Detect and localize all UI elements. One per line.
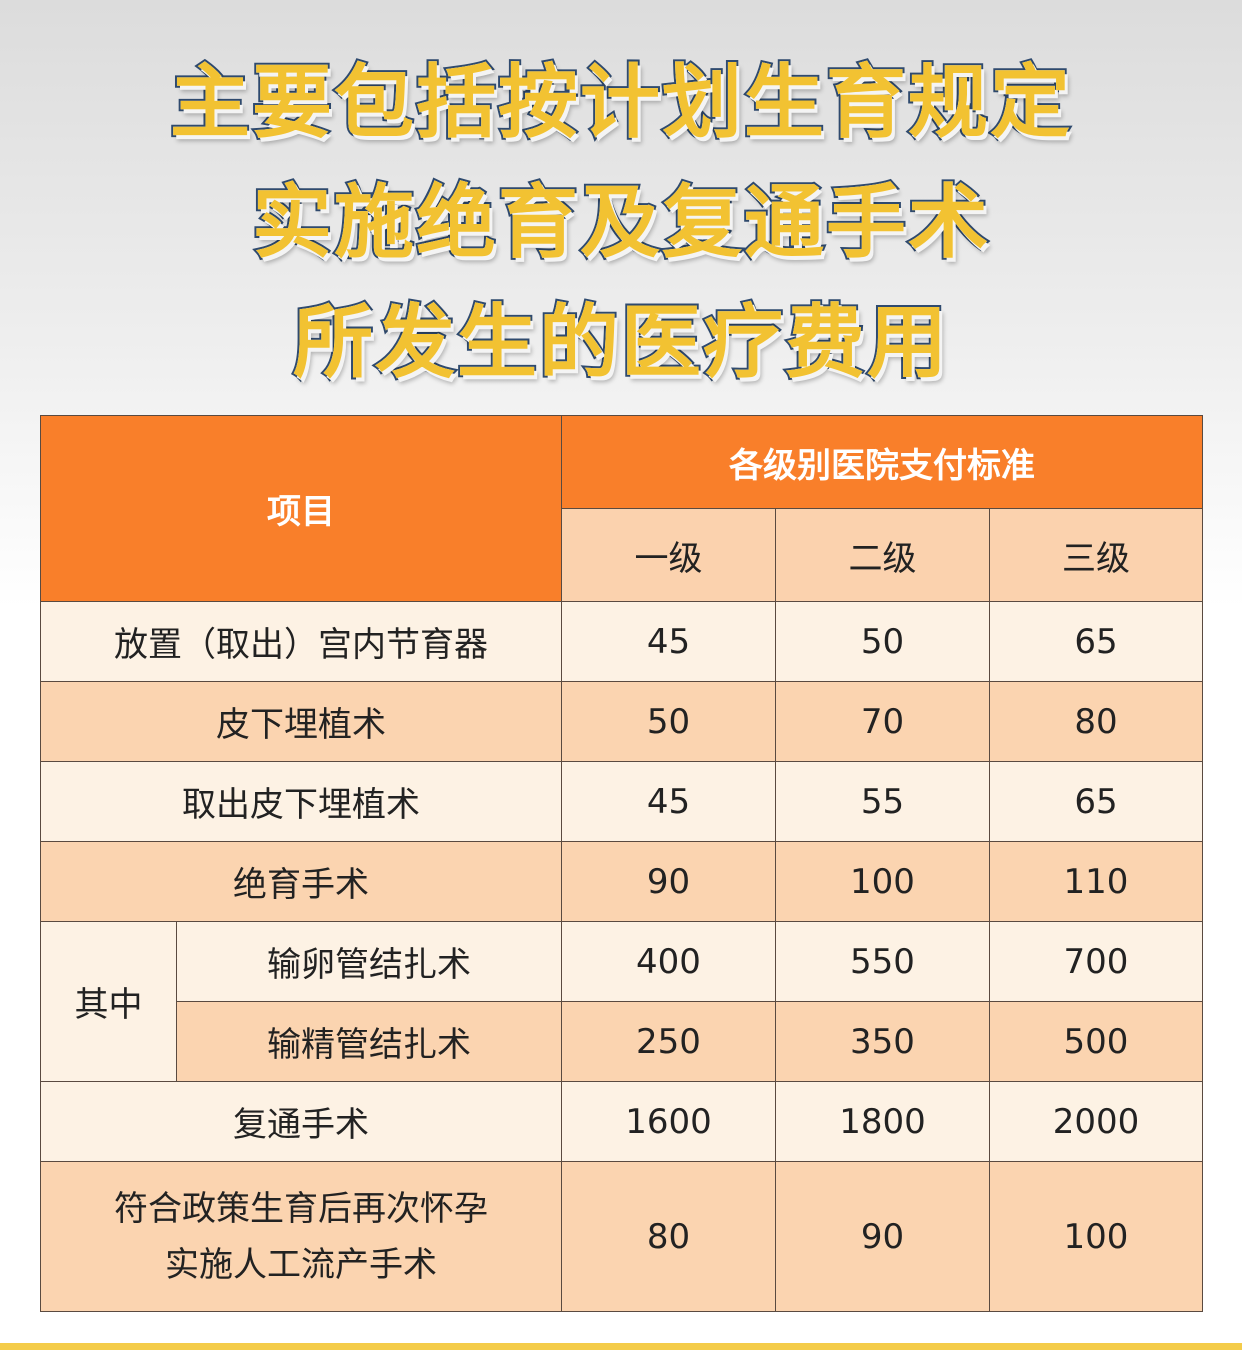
cell: 80 xyxy=(561,1161,776,1312)
cell: 65 xyxy=(988,761,1204,842)
group-label: 其中 xyxy=(40,921,177,1082)
cell: 90 xyxy=(561,841,776,922)
header-item: 项目 xyxy=(40,415,562,602)
cell: 65 xyxy=(988,601,1204,682)
cell: 400 xyxy=(561,921,776,1002)
cell: 55 xyxy=(775,761,990,842)
cell: 1600 xyxy=(561,1081,776,1162)
table-row: 放置（取出）宫内节育器 45 50 65 xyxy=(40,601,1204,682)
row-label: 输卵管结扎术 xyxy=(176,921,562,1002)
cell: 70 xyxy=(775,681,990,762)
row-label: 输精管结扎术 xyxy=(176,1001,562,1082)
cell: 250 xyxy=(561,1001,776,1082)
header-level-3: 三级 xyxy=(988,508,1204,602)
cell: 50 xyxy=(561,681,776,762)
header-level-2: 二级 xyxy=(775,508,990,602)
cell: 700 xyxy=(988,921,1204,1002)
cell: 45 xyxy=(561,601,776,682)
title-line-1: 主要包括按计划生育规定 xyxy=(168,54,1072,151)
cell: 110 xyxy=(988,841,1204,922)
cell: 100 xyxy=(775,841,990,922)
table-row: 符合政策生育后再次怀孕 实施人工流产手术 80 90 100 xyxy=(40,1161,1204,1312)
table-row: 复通手术 1600 1800 2000 xyxy=(40,1081,1204,1162)
payment-standard-table: 项目 各级别医院支付标准 一级 二级 三级 放置（取出）宫内节育器 45 50 … xyxy=(40,415,1204,1312)
table-row: 绝育手术 90 100 110 xyxy=(40,841,1204,922)
cell: 350 xyxy=(775,1001,990,1082)
row-label: 复通手术 xyxy=(40,1081,562,1162)
title-line-3: 所发生的医疗费用 xyxy=(291,294,949,391)
table-row: 取出皮下埋植术 45 55 65 xyxy=(40,761,1204,842)
row-label-line-2: 实施人工流产手术 xyxy=(165,1244,437,1285)
header-group: 各级别医院支付标准 xyxy=(560,415,1204,509)
cell: 45 xyxy=(561,761,776,842)
table-row: 输精管结扎术 250 350 500 xyxy=(40,1001,1204,1082)
cell: 550 xyxy=(775,921,990,1002)
cell: 90 xyxy=(775,1161,990,1312)
cell: 80 xyxy=(988,681,1204,762)
header-level-1: 一级 xyxy=(561,508,776,602)
table-row: 其中 输卵管结扎术 400 550 700 xyxy=(40,921,1204,1082)
cell: 50 xyxy=(775,601,990,682)
cell: 1800 xyxy=(775,1081,990,1162)
table-row: 皮下埋植术 50 70 80 xyxy=(40,681,1204,762)
row-label: 皮下埋植术 xyxy=(40,681,562,762)
cell: 2000 xyxy=(988,1081,1204,1162)
bottom-bar xyxy=(0,1343,1242,1350)
row-label: 取出皮下埋植术 xyxy=(40,761,562,842)
row-label: 放置（取出）宫内节育器 xyxy=(40,601,562,682)
cell: 100 xyxy=(988,1161,1204,1312)
row-label-line-1: 符合政策生育后再次怀孕 xyxy=(114,1188,488,1229)
row-label: 绝育手术 xyxy=(40,841,562,922)
title-line-2: 实施绝育及复通手术 xyxy=(250,174,990,271)
cell: 500 xyxy=(988,1001,1204,1082)
row-label: 符合政策生育后再次怀孕 实施人工流产手术 xyxy=(40,1161,562,1312)
